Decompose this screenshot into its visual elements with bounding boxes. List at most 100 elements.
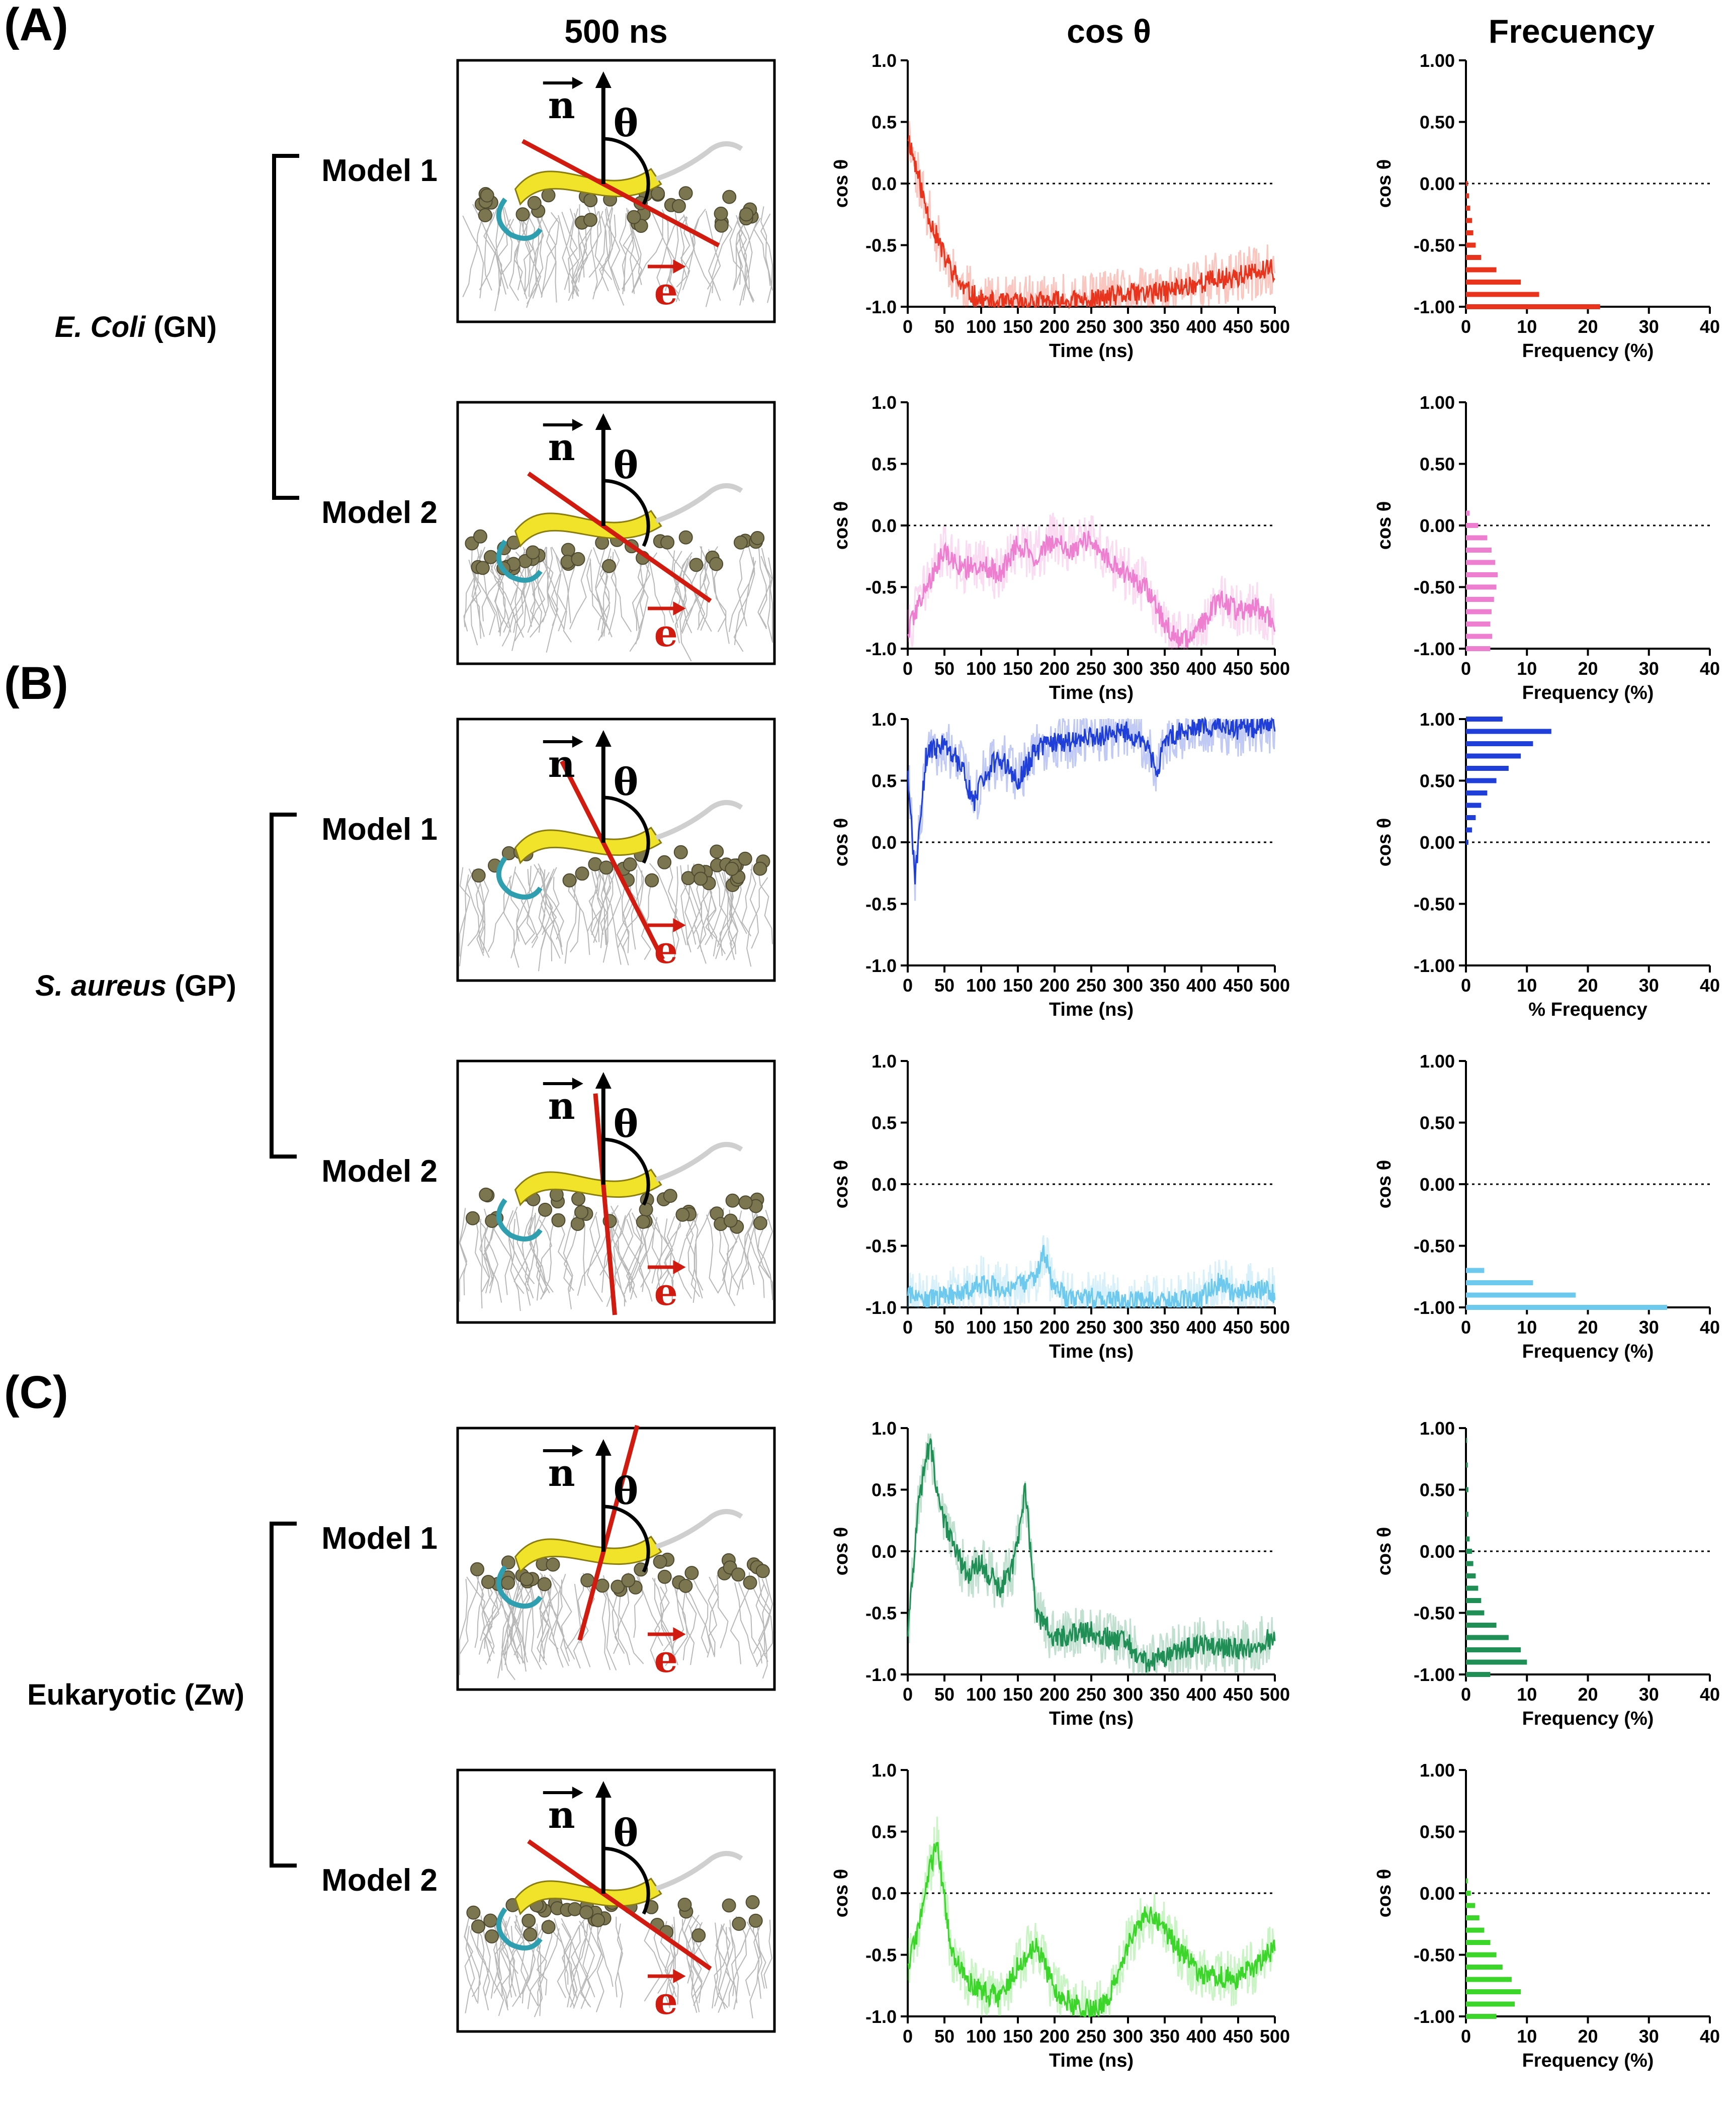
peptide-tail bbox=[655, 1509, 743, 1549]
headgroup-bead bbox=[738, 1195, 753, 1210]
frequency-bar bbox=[1466, 255, 1482, 260]
headgroup-bead bbox=[678, 530, 693, 545]
organism-label: S. aureus (GP) bbox=[35, 969, 236, 1002]
organism-label: E. Coli (GN) bbox=[55, 311, 217, 343]
headgroup-bead bbox=[470, 1562, 484, 1576]
x-tick-label: 20 bbox=[1578, 658, 1598, 679]
headgroup-bead bbox=[755, 1564, 770, 1578]
y-tick-label: 1.00 bbox=[1420, 1051, 1455, 1072]
chart-C-Model1-freq: 1.00 0.50 0.00 -0.50 -1.00 0 10 20 30 40 Frequency… bbox=[1374, 1418, 1720, 1729]
y-tick-label: -0.5 bbox=[865, 577, 897, 598]
x-tick-label: 500 bbox=[1260, 975, 1290, 996]
x-axis-title: Frequency (%) bbox=[1522, 2050, 1654, 2071]
y-tick-label: 0.0 bbox=[872, 515, 897, 536]
headgroup-bead bbox=[562, 873, 577, 888]
y-tick-label: -1.00 bbox=[1414, 639, 1455, 659]
headgroup-bead bbox=[483, 550, 498, 564]
y-tick-label: -0.5 bbox=[865, 1603, 897, 1624]
headgroup-bead bbox=[478, 208, 492, 222]
headgroup-bead bbox=[678, 1578, 693, 1593]
frequency-bar bbox=[1466, 1585, 1479, 1591]
frequency-bar bbox=[1466, 790, 1488, 795]
y-axis-title: cos θ bbox=[831, 1869, 852, 1918]
x-tick-label: 400 bbox=[1186, 658, 1217, 679]
y-tick-label: -1.0 bbox=[865, 955, 897, 976]
frequency-bar bbox=[1466, 753, 1521, 759]
headgroup-bead bbox=[731, 1567, 745, 1582]
chart-B-Model1-freq: 1.00 0.50 0.00 -0.50 -1.00 0 10 20 30 40 % Frequen… bbox=[1374, 709, 1720, 1020]
frequency-bar bbox=[1466, 1952, 1497, 1958]
y-tick-label: -0.50 bbox=[1414, 894, 1455, 915]
headgroup-bead bbox=[714, 206, 728, 221]
n-label: n bbox=[548, 1085, 575, 1128]
headgroup-bead bbox=[689, 558, 704, 572]
peptide-coil bbox=[496, 540, 543, 583]
y-tick-label: -0.5 bbox=[865, 894, 897, 915]
y-tick-label: -1.0 bbox=[865, 2006, 897, 2027]
frequency-bar bbox=[1466, 827, 1472, 833]
organism-label: Eukaryotic (Zw) bbox=[27, 1678, 244, 1711]
lipid-tails bbox=[459, 1572, 773, 1680]
x-tick-label: 100 bbox=[966, 316, 996, 337]
headgroup-bead bbox=[653, 1554, 667, 1569]
x-axis-title: Frequency (%) bbox=[1522, 682, 1654, 703]
y-tick-label: -1.0 bbox=[865, 1664, 897, 1685]
y-tick-label: 1.0 bbox=[872, 50, 897, 71]
frequency-bar bbox=[1466, 778, 1497, 783]
y-tick-label: -1.00 bbox=[1414, 297, 1455, 317]
x-tick-label: 350 bbox=[1150, 975, 1180, 996]
frequency-bar bbox=[1466, 535, 1488, 541]
frequency-bar bbox=[1466, 1536, 1470, 1542]
frequency-bar bbox=[1466, 766, 1509, 771]
x-tick-label: 0 bbox=[903, 2026, 913, 2047]
peptide-sheet bbox=[514, 1877, 662, 1915]
x-tick-label: 300 bbox=[1113, 658, 1143, 679]
headgroup-bead bbox=[684, 1566, 699, 1580]
x-tick-label: 20 bbox=[1578, 975, 1598, 996]
peptide-sheet bbox=[514, 509, 662, 548]
x-tick-label: 200 bbox=[1039, 975, 1070, 996]
x-tick-label: 0 bbox=[903, 1684, 913, 1705]
headgroup-bead bbox=[660, 535, 675, 550]
frequency-bar bbox=[1466, 230, 1473, 235]
y-tick-label: -0.50 bbox=[1414, 235, 1455, 256]
x-tick-label: 40 bbox=[1700, 1684, 1720, 1705]
headgroup-bead bbox=[710, 844, 724, 859]
frequency-bar bbox=[1466, 1965, 1503, 1970]
y-tick-label: -1.00 bbox=[1414, 955, 1455, 976]
e-vector-line bbox=[593, 1093, 617, 1315]
x-axis-title: Frequency (%) bbox=[1522, 340, 1654, 362]
e-vector-line bbox=[527, 1839, 712, 1971]
e-overarrow-head bbox=[673, 601, 686, 615]
peptide-tail bbox=[655, 800, 743, 840]
y-tick-label: -1.00 bbox=[1414, 1664, 1455, 1685]
x-tick-label: 250 bbox=[1076, 975, 1106, 996]
headgroup-bead bbox=[574, 1205, 588, 1219]
headgroup-bead bbox=[753, 861, 767, 876]
frequency-bar bbox=[1466, 609, 1492, 614]
lipid-tails bbox=[459, 863, 773, 971]
frequency-bar bbox=[1466, 1647, 1521, 1652]
headgroup-bead bbox=[745, 1895, 760, 1909]
frequency-bar bbox=[1466, 218, 1472, 223]
y-tick-label: 1.0 bbox=[872, 709, 897, 730]
x-tick-label: 100 bbox=[966, 1317, 996, 1338]
frequency-bar bbox=[1466, 717, 1503, 722]
x-tick-label: 0 bbox=[1461, 1317, 1471, 1338]
headgroup-bead bbox=[645, 873, 659, 888]
x-tick-label: 0 bbox=[903, 975, 913, 996]
n-label: n bbox=[548, 426, 575, 469]
headgroup-bead bbox=[753, 1216, 767, 1230]
series-line bbox=[907, 1245, 1276, 1309]
y-tick-label: 1.00 bbox=[1420, 392, 1455, 413]
headgroup-bead bbox=[483, 1913, 498, 1928]
y-tick-label: 0.5 bbox=[872, 112, 897, 133]
x-tick-label: 400 bbox=[1186, 316, 1217, 337]
frequency-bar bbox=[1466, 1549, 1472, 1554]
x-axis-title: Frequency (%) bbox=[1522, 1708, 1654, 1729]
x-tick-label: 250 bbox=[1076, 1317, 1106, 1338]
headgroup-bead bbox=[663, 1189, 677, 1203]
headgroup-bead bbox=[519, 1572, 534, 1586]
headgroup-bead bbox=[485, 1929, 499, 1943]
chart-B-Model1-time: 1.0 0.5 0.0 -0.5 -1.0 0 50 100 150 200 250 300 350 40… bbox=[831, 709, 1290, 1020]
